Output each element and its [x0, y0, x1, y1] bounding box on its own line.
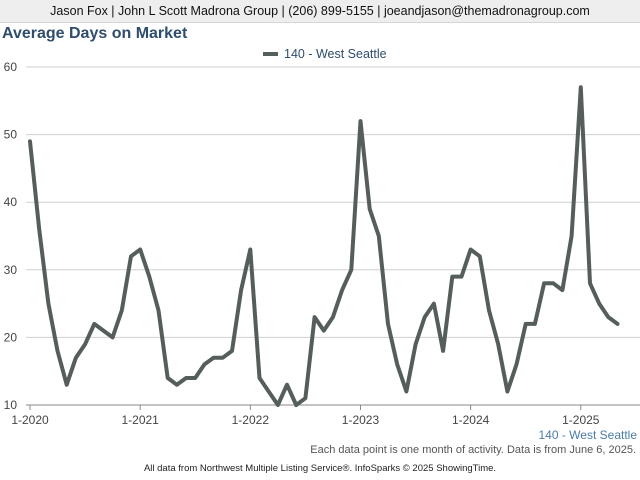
y-tick-label: 60 [4, 60, 18, 74]
x-tick-label: 1-2024 [452, 413, 490, 427]
source-credit: All data from Northwest Multiple Listing… [143, 463, 497, 474]
data-footnote: Each data point is one month of activity… [310, 444, 636, 456]
y-tick-label: 30 [4, 263, 18, 277]
x-tick-label: 1-2021 [121, 413, 159, 427]
contact-text: Jason Fox | John L Scott Madrona Group |… [50, 4, 590, 18]
series-line [28, 85, 620, 407]
x-tick-label: 1-2025 [562, 413, 600, 427]
x-tick-label: 1-2020 [11, 413, 49, 427]
y-tick-label: 50 [4, 128, 18, 142]
contact-header: Jason Fox | John L Scott Madrona Group |… [0, 0, 640, 23]
legend-label: 140 - West Seattle [284, 47, 387, 61]
y-tick-label: 40 [4, 195, 18, 209]
chart-title: Average Days on Market [2, 25, 188, 42]
x-tick-label: 1-2023 [342, 413, 380, 427]
y-tick-label: 20 [4, 330, 18, 344]
x-tick-label: 1-2022 [232, 413, 270, 427]
series-end-label: 140 - West Seattle [539, 428, 638, 442]
y-tick-label: 10 [4, 398, 18, 412]
